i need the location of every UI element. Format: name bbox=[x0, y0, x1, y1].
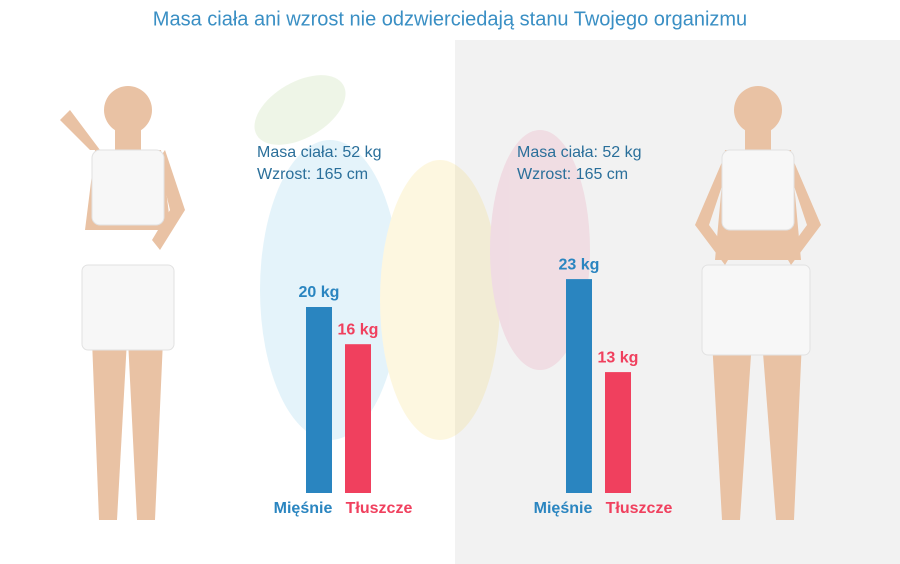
category-label: Tłuszcze bbox=[606, 500, 673, 517]
bar bbox=[345, 344, 371, 493]
annotation: Masa ciała: 52 kg bbox=[257, 144, 382, 161]
title: Masa ciała ani wzrost nie odzwierciedają… bbox=[153, 8, 747, 30]
value-label: 20 kg bbox=[299, 284, 340, 301]
category-label: Mięśnie bbox=[274, 500, 333, 517]
bar bbox=[605, 372, 631, 493]
annotation: Masa ciała: 52 kg bbox=[517, 144, 642, 161]
category-label: Mięśnie bbox=[534, 500, 593, 517]
person-left bbox=[60, 86, 185, 520]
person-right bbox=[695, 86, 821, 520]
annotation: Wzrost: 165 cm bbox=[517, 166, 628, 183]
value-label: 23 kg bbox=[559, 256, 600, 273]
bar bbox=[566, 279, 592, 493]
category-label: Tłuszcze bbox=[346, 500, 413, 517]
right-panel-bg bbox=[455, 40, 900, 564]
value-label: 13 kg bbox=[598, 349, 639, 366]
annotation: Wzrost: 165 cm bbox=[257, 166, 368, 183]
bar bbox=[306, 307, 332, 493]
value-label: 16 kg bbox=[338, 321, 379, 338]
